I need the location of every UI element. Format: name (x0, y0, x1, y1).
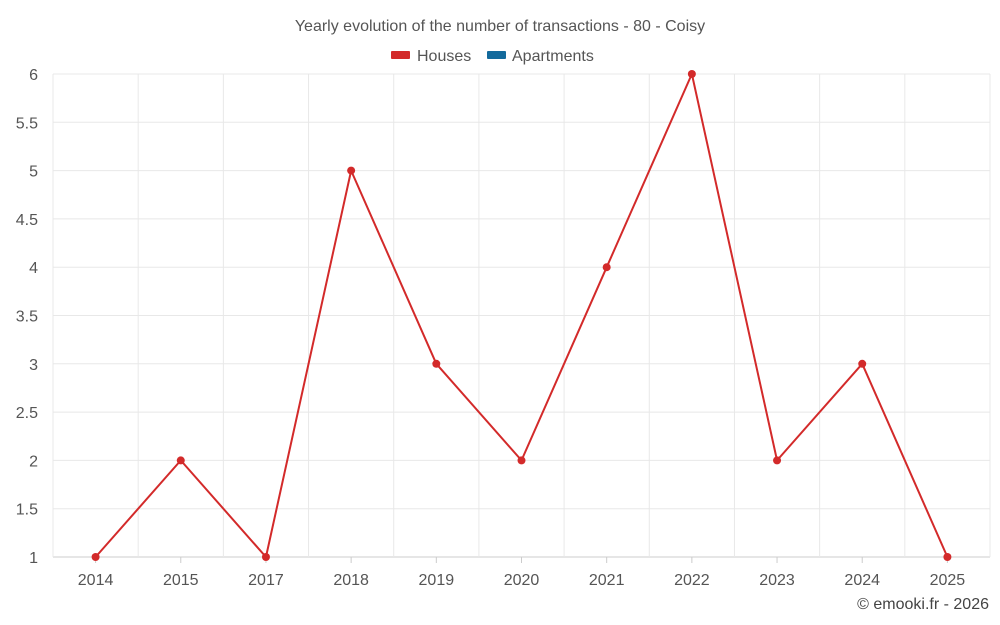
credit-text: © emooki.fr - 2026 (857, 596, 989, 613)
legend-label-houses: Houses (417, 48, 471, 65)
x-tick-label: 2021 (589, 572, 625, 589)
x-axis-ticks: 2014 2015 2017 2018 2019 2020 2021 2022 2023 2024… (78, 557, 966, 589)
y-tick-label: 6 (29, 67, 38, 84)
data-point[interactable] (858, 359, 867, 368)
y-tick-label: 3.5 (16, 309, 38, 326)
data-point[interactable] (773, 456, 782, 465)
series-houses (91, 70, 952, 561)
legend-item-houses[interactable]: Houses (391, 48, 471, 65)
x-tick-label: 2017 (248, 572, 284, 589)
y-tick-label: 4 (29, 260, 38, 277)
chart-title: Yearly evolution of the number of transa… (295, 18, 705, 35)
grid (52, 73, 991, 558)
x-tick-label: 2020 (504, 572, 540, 589)
data-point[interactable] (687, 70, 696, 78)
legend-item-apartments[interactable]: Apartments (487, 48, 594, 65)
x-tick-label: 2018 (333, 572, 369, 589)
y-tick-label: 3 (29, 357, 38, 374)
x-tick-label: 2019 (419, 572, 455, 589)
data-point[interactable] (91, 553, 100, 561)
y-tick-label: 1.5 (16, 502, 38, 519)
legend-swatch-apartments (487, 51, 506, 59)
legend-label-apartments: Apartments (512, 48, 594, 65)
legend-swatch-houses (391, 51, 410, 59)
y-tick-label: 4.5 (16, 212, 38, 229)
y-tick-label: 5 (29, 164, 38, 181)
x-tick-label: 2024 (844, 572, 880, 589)
legend: Houses Apartments (391, 48, 594, 65)
data-point[interactable] (176, 456, 185, 465)
data-point[interactable] (517, 456, 526, 465)
x-tick-label: 2015 (163, 572, 199, 589)
data-point[interactable] (347, 166, 356, 175)
x-tick-label: 2023 (759, 572, 795, 589)
data-point[interactable] (432, 359, 441, 368)
data-point[interactable] (943, 553, 952, 561)
x-tick-label: 2014 (78, 572, 114, 589)
x-tick-label: 2025 (930, 572, 966, 589)
y-tick-label: 2 (29, 453, 38, 470)
y-axis-ticks: 1 1.5 2 2.5 3 3.5 4 4.5 5 5.5 6 (16, 67, 38, 567)
y-tick-label: 5.5 (16, 115, 38, 132)
data-point[interactable] (261, 553, 270, 561)
y-tick-label: 2.5 (16, 405, 38, 422)
y-tick-label: 1 (29, 550, 38, 567)
data-point[interactable] (602, 263, 611, 272)
x-tick-label: 2022 (674, 572, 710, 589)
